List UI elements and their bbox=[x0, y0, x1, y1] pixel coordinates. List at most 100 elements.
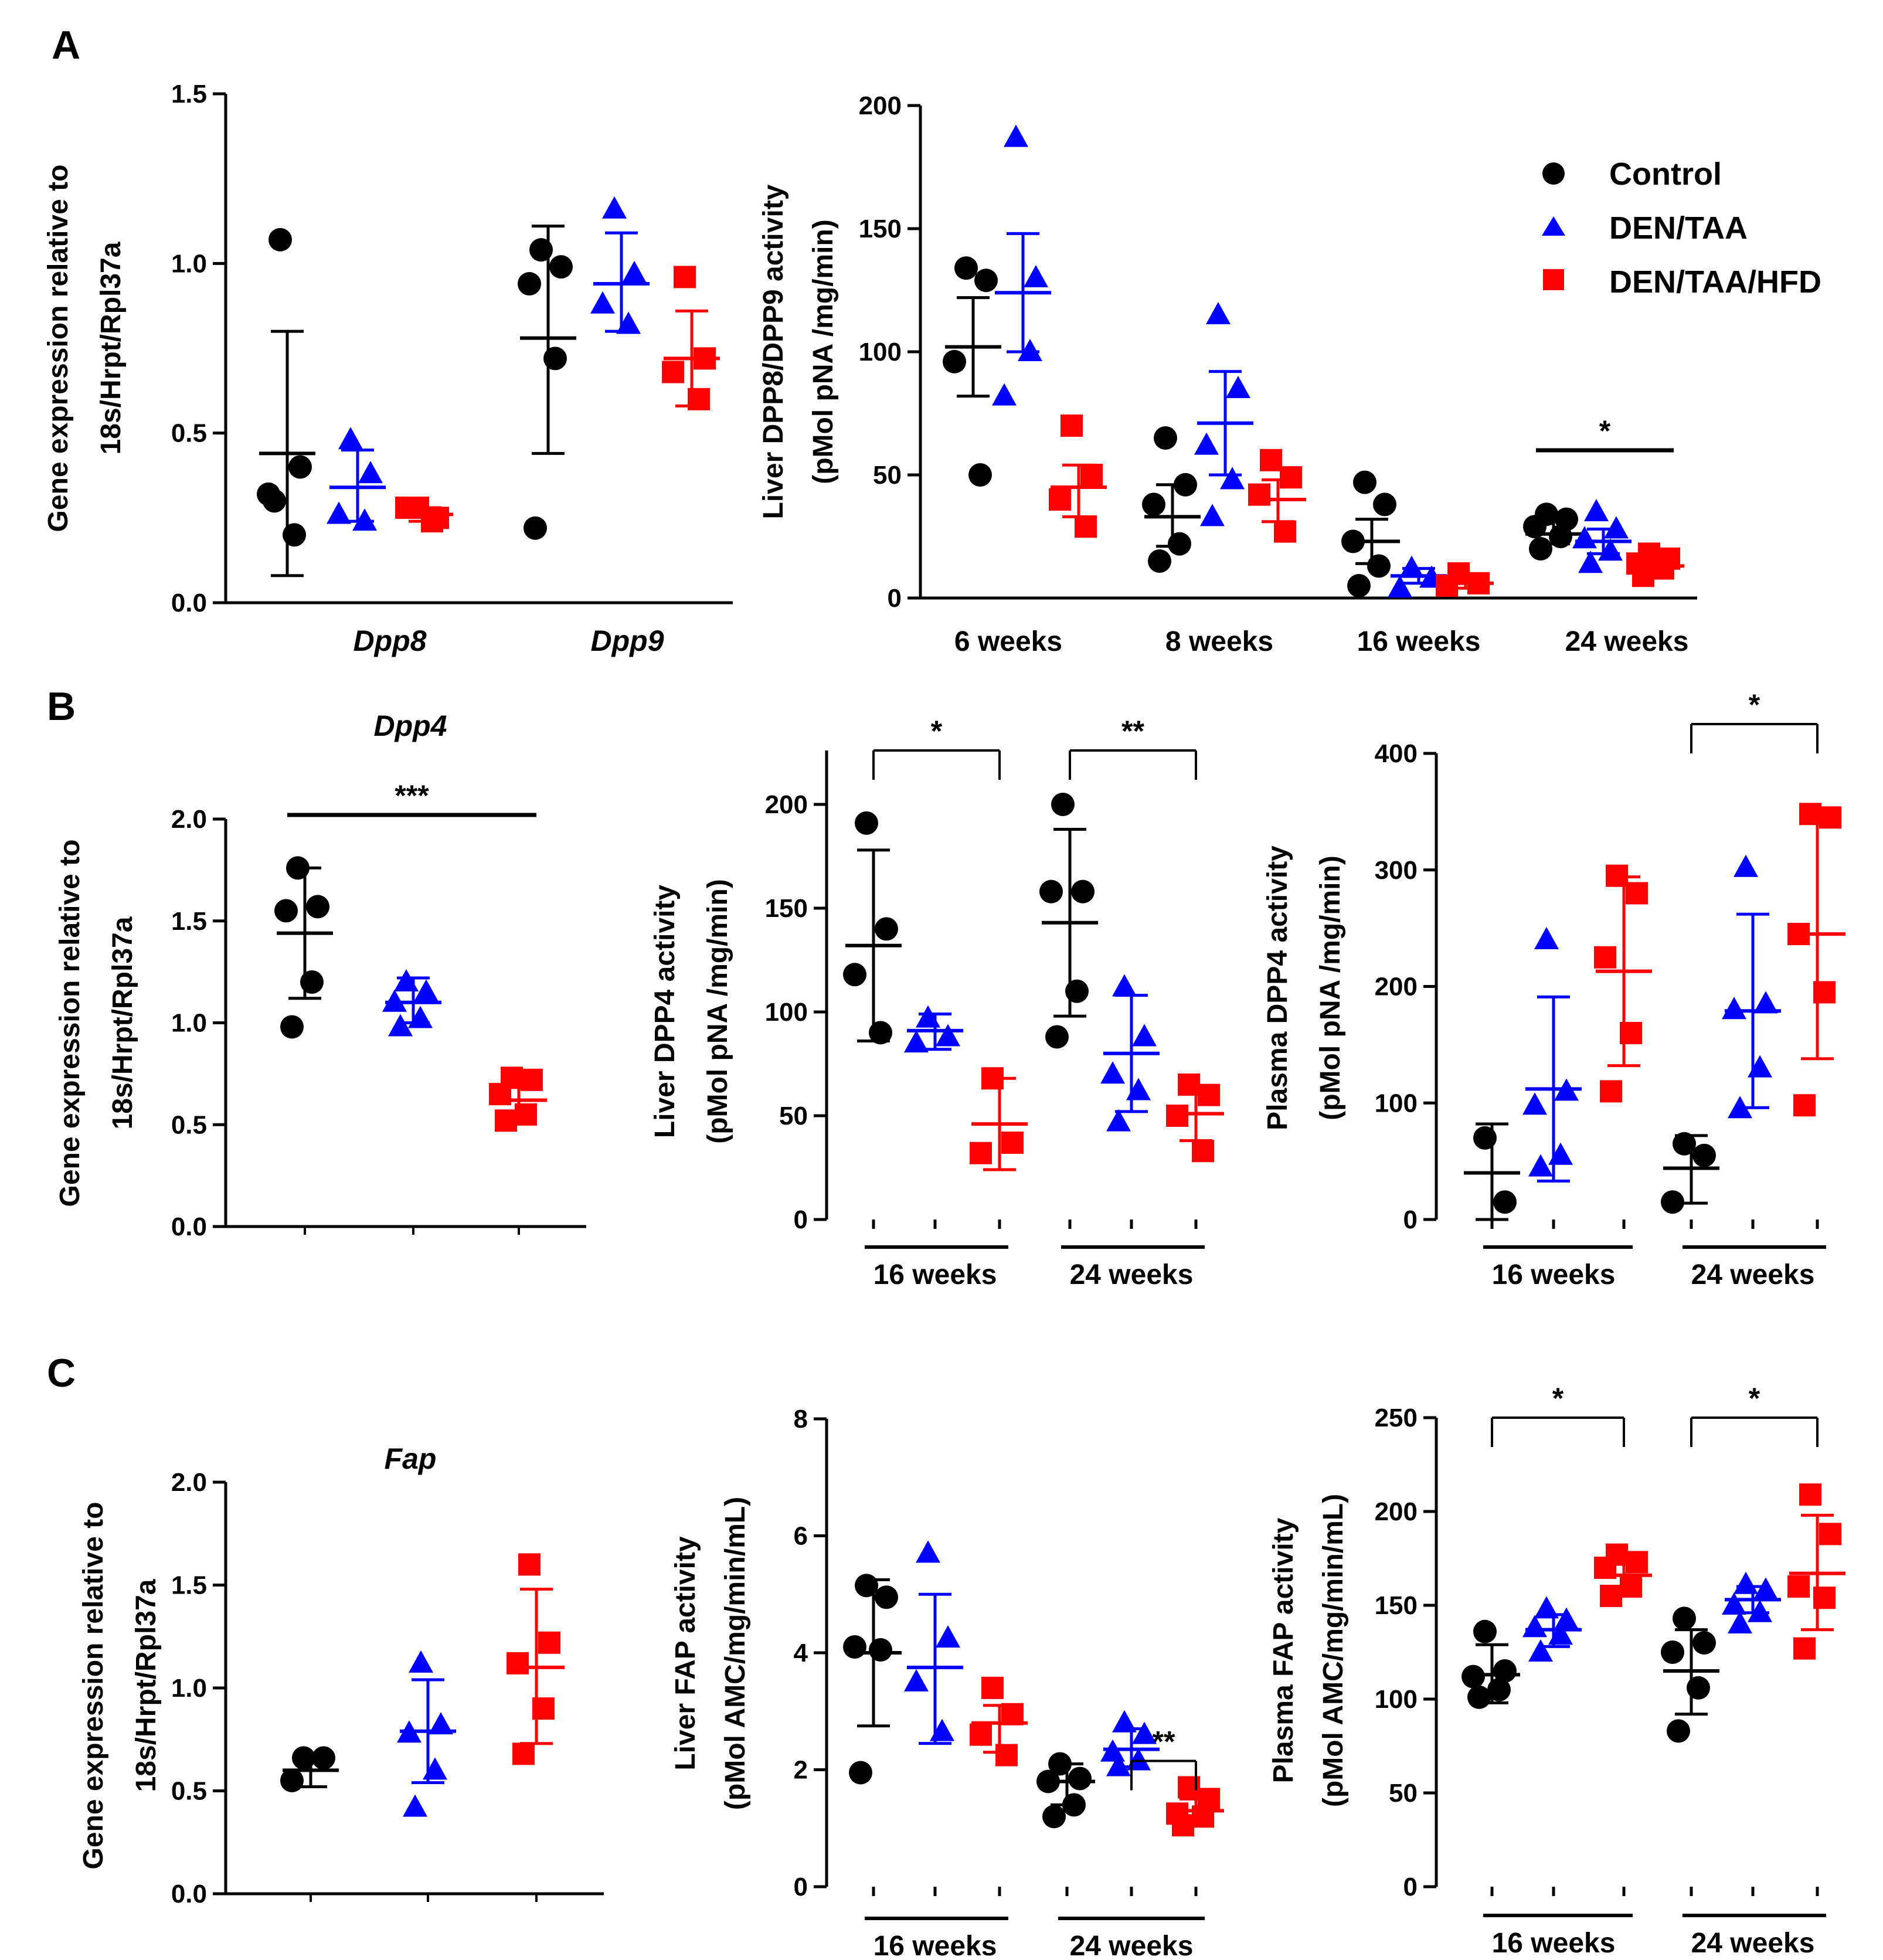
y-tick-label: 200 bbox=[1375, 973, 1418, 1001]
data-point bbox=[1728, 1611, 1752, 1633]
data-point bbox=[1600, 1585, 1622, 1607]
data-point bbox=[843, 963, 866, 987]
data-point bbox=[1620, 1575, 1642, 1598]
data-point bbox=[408, 1006, 433, 1028]
series-den-taa-hfd bbox=[1166, 1776, 1224, 1837]
data-point bbox=[1220, 467, 1245, 490]
x-category-label: 24 weeks bbox=[1691, 1259, 1815, 1290]
data-point bbox=[1626, 882, 1648, 905]
data-point bbox=[1148, 549, 1171, 573]
series-den-taa-hfd bbox=[1594, 864, 1652, 1103]
data-point bbox=[286, 856, 310, 880]
series-den-taa-hfd bbox=[1787, 803, 1845, 1117]
data-point bbox=[280, 1768, 304, 1792]
significance-label: ** bbox=[1121, 715, 1144, 748]
data-point bbox=[489, 1083, 511, 1106]
series-den-taa bbox=[1194, 302, 1253, 526]
data-point bbox=[543, 347, 567, 371]
data-point bbox=[1813, 981, 1836, 1004]
data-point bbox=[1799, 803, 1821, 826]
series-den-taa bbox=[1388, 555, 1447, 598]
data-point bbox=[1071, 879, 1095, 903]
series-den-taa bbox=[1572, 499, 1632, 573]
y-tick-label: 1.5 bbox=[171, 80, 207, 108]
x-category-label: 8 weeks bbox=[1165, 626, 1273, 657]
data-point bbox=[1100, 1061, 1125, 1084]
data-point bbox=[382, 989, 407, 1012]
data-point bbox=[869, 1021, 892, 1045]
data-point bbox=[1578, 551, 1603, 573]
series-den-taa bbox=[397, 1650, 456, 1817]
y-tick-label: 50 bbox=[873, 461, 902, 490]
data-point bbox=[358, 461, 383, 484]
data-point bbox=[1493, 1659, 1517, 1683]
data-point bbox=[312, 1746, 335, 1770]
series-control bbox=[943, 256, 1001, 487]
data-point bbox=[1787, 923, 1810, 946]
data-point bbox=[292, 1746, 315, 1770]
data-point bbox=[616, 311, 641, 334]
series-den-taa bbox=[1100, 974, 1160, 1132]
significance-label: * bbox=[1749, 1382, 1760, 1415]
y-axis-label: (pMol AMC/mg/min/mL) bbox=[1318, 1494, 1349, 1807]
data-point bbox=[1493, 1190, 1517, 1214]
chart-c1: 0.0 0.5 1.0 1.5 2.0 Gene expression relative … bbox=[78, 1442, 604, 1908]
x-category-label: Dpp9 bbox=[591, 624, 664, 657]
y-tick-label: 150 bbox=[1375, 1591, 1418, 1620]
y-tick-label: 250 bbox=[1375, 1404, 1418, 1432]
data-point bbox=[694, 347, 716, 370]
data-point bbox=[1042, 1805, 1066, 1829]
data-point bbox=[268, 227, 292, 252]
y-tick-label: 300 bbox=[1375, 856, 1418, 885]
data-point bbox=[1004, 124, 1028, 147]
data-point bbox=[521, 1068, 543, 1091]
data-point bbox=[394, 969, 419, 991]
data-point bbox=[1819, 806, 1841, 829]
y-tick-label: 2 bbox=[794, 1756, 808, 1785]
y-tick-label: 0 bbox=[1403, 1205, 1418, 1234]
data-point bbox=[1051, 793, 1075, 816]
chart-title: Fap bbox=[385, 1442, 437, 1475]
x-category-label: 16 weeks bbox=[873, 1931, 997, 1960]
legend-den-taa-hfd-marker bbox=[1543, 269, 1564, 290]
data-point bbox=[930, 1718, 954, 1741]
data-point bbox=[397, 1720, 422, 1743]
series-control bbox=[518, 225, 576, 540]
data-point bbox=[1353, 470, 1376, 494]
y-tick-label: 100 bbox=[1375, 1089, 1418, 1117]
data-point bbox=[306, 895, 329, 919]
data-point bbox=[943, 349, 966, 373]
data-point bbox=[1347, 574, 1371, 597]
series-den-taa-hfd bbox=[1626, 542, 1684, 587]
data-point bbox=[602, 196, 627, 219]
data-point bbox=[1036, 1769, 1060, 1793]
x-category-label: 16 weeks bbox=[873, 1259, 997, 1290]
significance-label: *** bbox=[395, 779, 429, 812]
data-point bbox=[1280, 466, 1302, 489]
data-point bbox=[1065, 979, 1089, 1003]
data-point bbox=[1748, 1599, 1772, 1622]
data-point bbox=[1594, 946, 1616, 969]
data-point bbox=[954, 256, 978, 280]
significance-label: * bbox=[1552, 1382, 1564, 1415]
data-point bbox=[1132, 1024, 1157, 1047]
y-tick-label: 1.5 bbox=[171, 1571, 207, 1600]
data-point bbox=[1661, 1190, 1684, 1214]
data-point bbox=[532, 1697, 555, 1720]
series-den-taa-hfd bbox=[970, 1067, 1028, 1171]
data-point bbox=[1467, 572, 1490, 595]
data-point bbox=[936, 1024, 960, 1047]
data-point bbox=[590, 291, 615, 314]
data-point bbox=[875, 917, 898, 941]
data-point bbox=[1126, 1078, 1151, 1100]
series-den-taa bbox=[904, 1005, 963, 1053]
y-tick-label: 1.0 bbox=[171, 1674, 207, 1703]
data-point bbox=[970, 1723, 992, 1746]
data-point bbox=[1687, 1676, 1710, 1700]
series-den-taa bbox=[590, 196, 650, 334]
data-point bbox=[1692, 1143, 1716, 1167]
data-point bbox=[1523, 515, 1546, 539]
chart-b3: 0 100 200 300 400 Plasma DPP4 activity (pMol p… bbox=[1262, 688, 1845, 1290]
data-point bbox=[1373, 492, 1396, 517]
data-point bbox=[338, 427, 363, 450]
